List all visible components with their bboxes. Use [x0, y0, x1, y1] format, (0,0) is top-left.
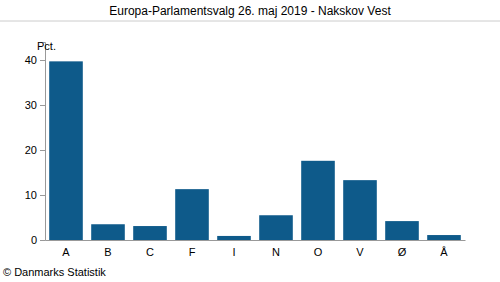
y-tick-label: 40: [25, 54, 37, 66]
y-tick-label: 10: [25, 189, 37, 201]
x-tick: O: [314, 240, 323, 258]
x-tick: Ø: [398, 240, 407, 258]
chart: Europa-Parlamentsvalg 26. maj 2019 - Nak…: [0, 0, 500, 282]
y-label: Pct.: [37, 40, 56, 52]
x-tick: B: [104, 240, 111, 258]
y-tick-mark: [40, 150, 45, 151]
y-tick-label: 20: [25, 144, 37, 156]
x-tick: V: [356, 240, 364, 258]
x-tick: F: [189, 240, 196, 258]
bar: [385, 221, 419, 240]
title-rule: [0, 21, 500, 22]
x-tick-label: Ø: [398, 246, 407, 258]
x-tick-label: Å: [440, 246, 448, 258]
bar: [175, 189, 209, 240]
x-tick-label: I: [232, 246, 235, 258]
x-tick: N: [272, 240, 280, 258]
bar: [343, 180, 377, 240]
y-tick-mark: [40, 60, 45, 61]
x-tick-label: B: [104, 246, 111, 258]
title: Europa-Parlamentsvalg 26. maj 2019 - Nak…: [109, 4, 391, 18]
y-tick: 0: [31, 234, 45, 246]
y-tick: 30: [25, 99, 45, 111]
y-axis: 0 10 20 30 40: [25, 43, 46, 247]
bar: [301, 161, 335, 240]
y-tick: 40: [25, 54, 45, 66]
y-tick-mark: [40, 105, 45, 106]
y-tick-label: 0: [31, 234, 37, 246]
x-axis: ABCFINOVØÅ: [46, 240, 466, 258]
y-tick-label: 30: [25, 99, 37, 111]
x-tick: I: [232, 240, 235, 258]
x-tick-label: N: [272, 246, 280, 258]
y-tick: 20: [25, 144, 45, 156]
y-axis-line: [40, 43, 46, 241]
bars: [49, 61, 461, 240]
y-tick-mark: [40, 240, 45, 241]
x-tick-label: V: [356, 246, 364, 258]
x-axis-line: [46, 240, 466, 241]
x-tick-label: F: [189, 246, 196, 258]
bar: [217, 236, 251, 240]
bar: [133, 226, 167, 240]
y-tick-mark: [40, 195, 45, 196]
bar: [49, 61, 83, 240]
y-tick: 10: [25, 189, 45, 201]
bar: [259, 215, 293, 240]
bar: [91, 224, 125, 240]
bar: [427, 235, 461, 240]
x-tick: A: [62, 240, 70, 258]
x-tick: C: [146, 240, 154, 258]
source: © Danmarks Statistik: [3, 266, 106, 278]
x-tick-label: C: [146, 246, 154, 258]
x-tick-label: O: [314, 246, 323, 258]
x-tick-label: A: [62, 246, 70, 258]
x-tick: Å: [440, 240, 448, 258]
